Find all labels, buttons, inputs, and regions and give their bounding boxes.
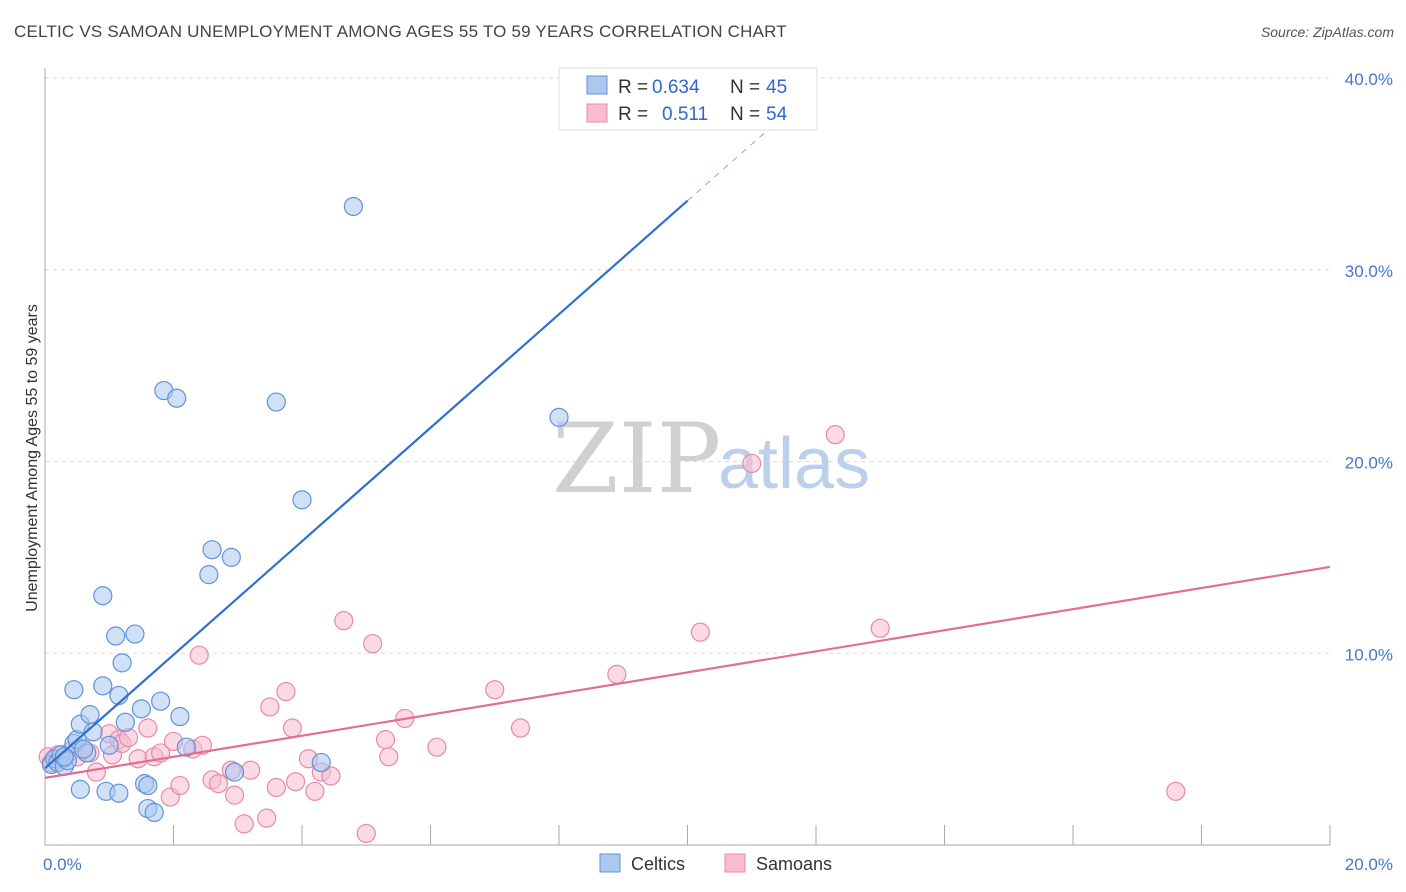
bottom-legend-celtics-label: Celtics bbox=[631, 854, 685, 874]
samoans-point-43 bbox=[375, 729, 396, 750]
celtics-point-36 bbox=[266, 392, 286, 412]
legend-samoans-n-label: N = bbox=[730, 104, 760, 125]
celtics-point-17 bbox=[106, 626, 126, 646]
chart-title: CELTIC VS SAMOAN UNEMPLOYMENT AMONG AGES… bbox=[14, 22, 787, 41]
celtics-point-24 bbox=[138, 775, 158, 796]
legend-samoans-n-value: 54 bbox=[766, 104, 788, 125]
samoans-point-14 bbox=[128, 749, 148, 769]
axes bbox=[44, 68, 1331, 846]
samoans-point-15 bbox=[138, 718, 158, 738]
legend-samoans-swatch bbox=[586, 103, 608, 123]
samoans-point-30 bbox=[257, 808, 277, 828]
watermark-atlas: atlas bbox=[718, 424, 870, 504]
bottom-legend-samoans-label: Samoans bbox=[756, 854, 832, 874]
samoans-point-51 bbox=[742, 453, 762, 474]
y-axis-title: Unemployment Among Ages 55 to 59 years bbox=[24, 304, 41, 612]
samoans-point-31 bbox=[260, 697, 280, 717]
samoans-point-48 bbox=[510, 718, 531, 738]
celtics-point-12 bbox=[64, 680, 84, 700]
samoans-point-25 bbox=[208, 774, 229, 794]
legend-celtics-r-value: 0.634 bbox=[652, 77, 700, 98]
legend-celtics-n-label: N = bbox=[730, 77, 760, 98]
samoans-point-39 bbox=[321, 766, 341, 786]
celtics-point-22 bbox=[131, 699, 151, 719]
celtics-point-26 bbox=[144, 802, 164, 823]
samoans-point-50 bbox=[690, 622, 710, 642]
watermark-zip: ZIP bbox=[552, 403, 721, 515]
samoans-point-40 bbox=[334, 611, 354, 631]
samoans-point-34 bbox=[282, 718, 302, 738]
trend-lines bbox=[44, 87, 1331, 779]
celtics-point-30 bbox=[170, 706, 190, 727]
celtics-point-31 bbox=[176, 737, 196, 757]
samoans-point-46 bbox=[427, 737, 447, 757]
correlation-legend: R = 0.634 N = 45 R = 0.511 N = 54 bbox=[558, 67, 818, 131]
celtics-point-37 bbox=[292, 490, 312, 510]
samoans-point-28 bbox=[234, 814, 254, 834]
celtics-point-34 bbox=[221, 547, 241, 567]
samoans-point-27 bbox=[224, 785, 245, 805]
legend-celtics-swatch bbox=[586, 75, 608, 95]
celtics-trend-extension bbox=[687, 87, 817, 202]
legend-samoans-r-label: R = bbox=[618, 104, 648, 125]
celtics-point-20 bbox=[115, 712, 135, 732]
celtics-point-44 bbox=[73, 739, 94, 759]
samoans-point-8 bbox=[86, 762, 107, 782]
samoans-point-35 bbox=[285, 772, 306, 792]
x-tick-label-0: 0.0% bbox=[43, 855, 82, 874]
y-tick-label-1: 20.0% bbox=[1345, 454, 1393, 473]
samoans-point-42 bbox=[356, 823, 376, 844]
bottom-legend-celtics-swatch bbox=[599, 853, 621, 873]
celtics-point-40 bbox=[549, 407, 569, 427]
legend-celtics-r-label: R = bbox=[618, 77, 648, 98]
series-legend: Celtics Samoans bbox=[599, 853, 832, 874]
y-tick-label-0: 10.0% bbox=[1345, 645, 1393, 664]
grid-lines bbox=[45, 77, 1330, 654]
celtics-point-10 bbox=[80, 705, 100, 725]
samoans-point-54 bbox=[1166, 781, 1186, 801]
y-tick-label-3: 40.0% bbox=[1345, 70, 1393, 89]
samoans-point-37 bbox=[305, 781, 325, 801]
samoans-point-52 bbox=[825, 425, 845, 445]
celtics-point-32 bbox=[199, 565, 219, 585]
legend-samoans-r-value: 0.511 bbox=[662, 104, 708, 125]
celtics-point-43 bbox=[54, 747, 74, 767]
celtics-trend-line bbox=[44, 199, 689, 770]
celtics-point-16 bbox=[99, 735, 119, 755]
legend-celtics-n-value: 45 bbox=[766, 77, 787, 98]
tick-labels: 10.0% 20.0% 30.0% 40.0% 0.0% 20.0% bbox=[43, 70, 1393, 874]
celtics-point-14 bbox=[93, 586, 113, 606]
samoans-point-22 bbox=[189, 645, 209, 665]
samoans-point-20 bbox=[170, 775, 190, 796]
samoans-point-41 bbox=[363, 634, 383, 654]
celtics-point-38 bbox=[311, 752, 331, 773]
bottom-legend-samoans-swatch bbox=[724, 853, 746, 873]
y-tick-label-2: 30.0% bbox=[1345, 262, 1393, 281]
celtics-point-27 bbox=[151, 691, 171, 711]
celtics-point-42 bbox=[109, 783, 129, 803]
celtics-points bbox=[41, 196, 569, 823]
celtics-point-35 bbox=[224, 762, 245, 782]
source-label: Source: ZipAtlas.com bbox=[1260, 24, 1394, 40]
samoans-point-47 bbox=[485, 680, 505, 700]
x-tick-label-1: 20.0% bbox=[1345, 855, 1393, 874]
celtics-point-21 bbox=[125, 624, 145, 644]
samoans-trend-line bbox=[44, 565, 1331, 779]
celtics-point-39 bbox=[343, 196, 363, 217]
samoans-point-53 bbox=[870, 618, 890, 638]
samoans-point-49 bbox=[607, 664, 627, 684]
samoans-point-33 bbox=[276, 681, 296, 702]
samoans-point-44 bbox=[379, 747, 399, 767]
samoans-point-29 bbox=[241, 760, 261, 780]
celtics-point-33 bbox=[202, 540, 222, 560]
samoans-point-32 bbox=[266, 777, 286, 798]
celtics-point-13 bbox=[93, 676, 113, 696]
celtics-point-41 bbox=[70, 779, 90, 799]
celtics-point-11 bbox=[83, 722, 103, 742]
celtics-point-29 bbox=[167, 388, 187, 408]
celtics-point-19 bbox=[112, 653, 132, 673]
